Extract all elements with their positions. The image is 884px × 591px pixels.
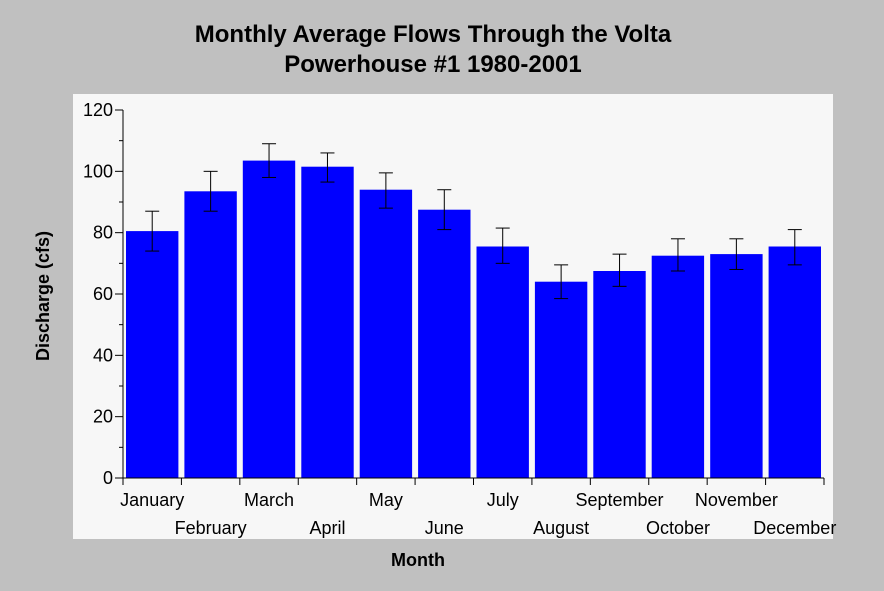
x-tick-label-november: November xyxy=(695,490,778,510)
error-bar-march xyxy=(262,143,277,178)
y-tick-label-100: 100 xyxy=(83,161,113,181)
chart-title: Monthly Average Flows Through the Volta xyxy=(194,21,672,48)
error-bar-september xyxy=(612,253,627,287)
x-tick-label-june: June xyxy=(425,518,464,538)
bar-august xyxy=(534,281,588,478)
x-tick-label-april: April xyxy=(309,518,345,538)
bar-april xyxy=(301,166,354,478)
axes-group: January February March April May June July Augu… xyxy=(83,100,836,538)
x-tick-label-july: July xyxy=(487,490,519,510)
bar-september xyxy=(593,271,646,478)
y-tick-label-40: 40 xyxy=(93,345,113,365)
bar-october xyxy=(651,255,705,478)
x-tick-label-september: September xyxy=(575,490,663,510)
bar-december xyxy=(768,246,821,478)
bars-group xyxy=(126,160,821,479)
bar-july xyxy=(476,246,529,478)
x-tick-label-january: January xyxy=(120,490,184,510)
y-tick-label-20: 20 xyxy=(93,407,113,427)
error-bar-june xyxy=(437,189,452,231)
bar-may xyxy=(359,189,413,478)
bar-november xyxy=(710,254,763,478)
chart-title-block: Monthly Average Flows Through the Volta … xyxy=(0,20,866,80)
bar-january xyxy=(126,231,179,478)
y-tick-label-0: 0 xyxy=(103,468,113,488)
bar-march xyxy=(242,160,296,478)
x-tick-label-march: March xyxy=(244,490,294,510)
bar-february xyxy=(184,191,237,479)
bar-june xyxy=(418,209,471,478)
error-bar-august xyxy=(554,264,569,300)
error-bar-april xyxy=(320,152,335,183)
error-bar-february xyxy=(203,170,218,212)
x-tick-label-october: October xyxy=(646,518,710,538)
x-tick-label-august: August xyxy=(533,518,589,538)
chart-subtitle: Powerhouse #1 1980-2001 xyxy=(284,51,582,78)
x-tick-label-december: December xyxy=(753,518,836,538)
error-bar-may xyxy=(378,172,393,209)
error-bar-december xyxy=(787,229,802,266)
error-bar-january xyxy=(145,210,160,252)
y-axis-title: Discharge (cfs) xyxy=(33,231,53,361)
y-tick-label-120: 120 xyxy=(83,100,113,120)
y-tick-label-60: 60 xyxy=(93,284,113,304)
error-bars-group xyxy=(145,143,802,300)
error-bar-november xyxy=(729,238,744,270)
error-bar-october xyxy=(670,238,685,272)
y-tick-label-80: 80 xyxy=(93,223,113,243)
x-tick-label-february: February xyxy=(175,518,247,538)
x-tick-label-may: May xyxy=(369,490,403,510)
error-bar-july xyxy=(495,227,510,264)
x-axis-title: Month xyxy=(391,550,445,570)
